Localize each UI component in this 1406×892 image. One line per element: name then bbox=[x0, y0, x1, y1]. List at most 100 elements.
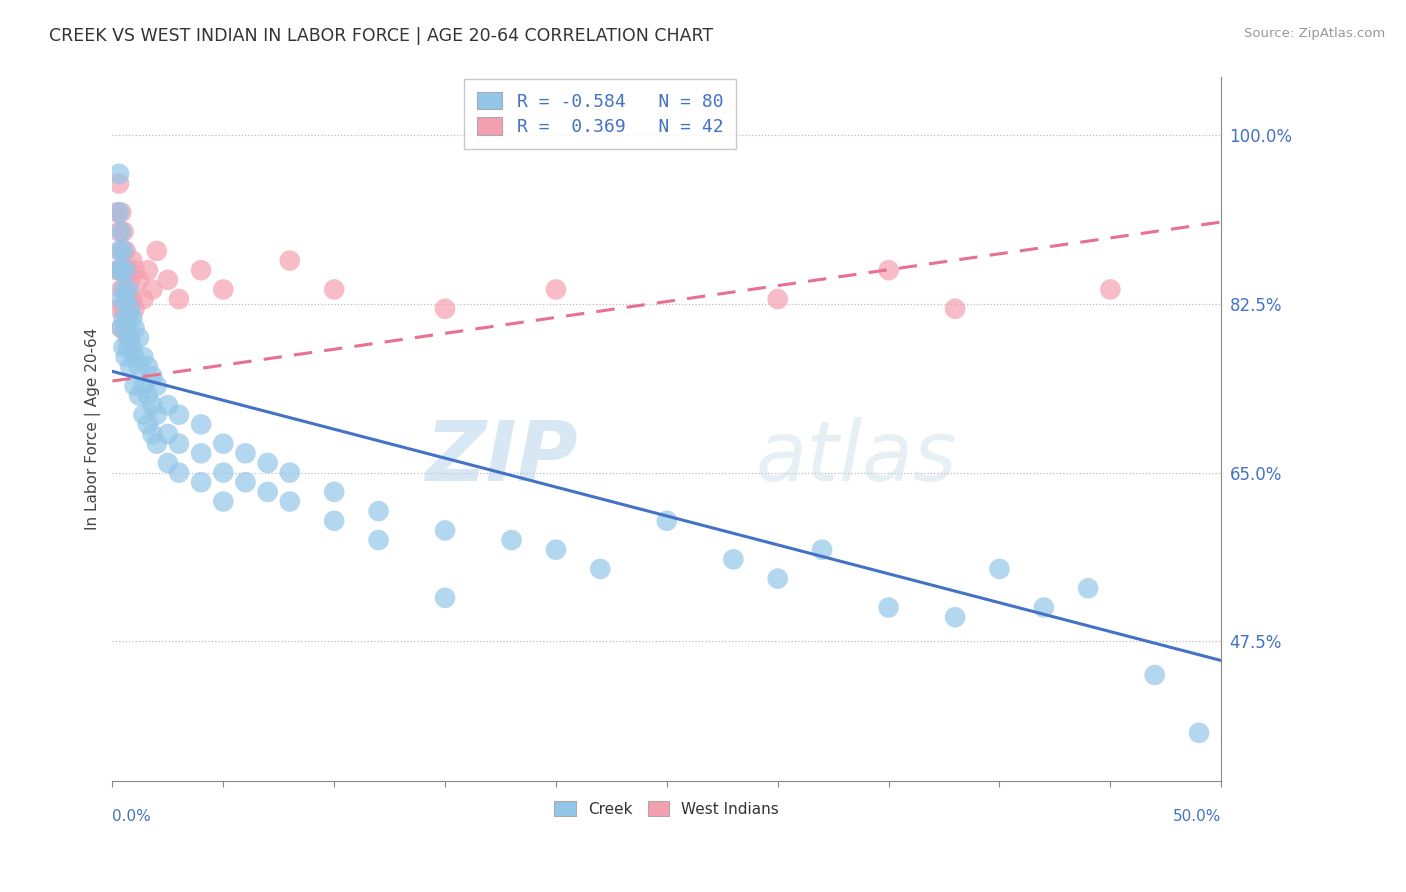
Point bbox=[1077, 581, 1099, 595]
Point bbox=[1032, 600, 1054, 615]
Point bbox=[367, 504, 389, 518]
Point bbox=[723, 552, 745, 566]
Point bbox=[434, 524, 457, 538]
Point bbox=[766, 572, 789, 586]
Y-axis label: In Labor Force | Age 20-64: In Labor Force | Age 20-64 bbox=[86, 328, 101, 531]
Point bbox=[114, 283, 136, 297]
Text: 50.0%: 50.0% bbox=[1173, 809, 1222, 824]
Text: CREEK VS WEST INDIAN IN LABOR FORCE | AGE 20-64 CORRELATION CHART: CREEK VS WEST INDIAN IN LABOR FORCE | AG… bbox=[49, 27, 713, 45]
Point bbox=[108, 167, 131, 181]
Point bbox=[256, 484, 278, 499]
Point bbox=[136, 417, 159, 432]
Point bbox=[121, 253, 143, 268]
Point bbox=[114, 321, 136, 335]
Point bbox=[167, 292, 190, 306]
Point bbox=[132, 292, 155, 306]
Point bbox=[167, 408, 190, 422]
Point bbox=[145, 436, 167, 450]
Point bbox=[501, 533, 523, 547]
Point bbox=[132, 379, 155, 393]
Point bbox=[105, 263, 128, 277]
Point bbox=[110, 205, 132, 219]
Text: Source: ZipAtlas.com: Source: ZipAtlas.com bbox=[1244, 27, 1385, 40]
Point bbox=[136, 388, 159, 402]
Point bbox=[128, 331, 150, 345]
Point bbox=[877, 600, 900, 615]
Text: atlas: atlas bbox=[755, 417, 957, 498]
Point bbox=[766, 292, 789, 306]
Point bbox=[212, 494, 235, 508]
Point bbox=[367, 533, 389, 547]
Point bbox=[988, 562, 1011, 576]
Point bbox=[136, 359, 159, 374]
Point bbox=[110, 225, 132, 239]
Point bbox=[112, 340, 135, 354]
Point bbox=[1099, 283, 1122, 297]
Point bbox=[167, 466, 190, 480]
Point bbox=[235, 446, 257, 460]
Point bbox=[145, 408, 167, 422]
Point bbox=[190, 417, 212, 432]
Point bbox=[112, 301, 135, 316]
Point bbox=[167, 436, 190, 450]
Point bbox=[1188, 726, 1211, 740]
Point bbox=[212, 436, 235, 450]
Point bbox=[117, 331, 139, 345]
Point bbox=[235, 475, 257, 490]
Point bbox=[323, 484, 346, 499]
Point bbox=[117, 311, 139, 326]
Point bbox=[124, 263, 146, 277]
Point bbox=[117, 263, 139, 277]
Point bbox=[132, 350, 155, 364]
Point bbox=[112, 283, 135, 297]
Point bbox=[120, 359, 142, 374]
Point bbox=[124, 321, 146, 335]
Point bbox=[190, 263, 212, 277]
Point bbox=[108, 225, 131, 239]
Point bbox=[114, 263, 136, 277]
Point bbox=[114, 350, 136, 364]
Point bbox=[120, 301, 142, 316]
Point bbox=[108, 244, 131, 258]
Legend: Creek, West Indians: Creek, West Indians bbox=[548, 795, 786, 822]
Point bbox=[108, 263, 131, 277]
Point bbox=[114, 292, 136, 306]
Point bbox=[128, 273, 150, 287]
Point bbox=[1143, 668, 1166, 682]
Point bbox=[114, 321, 136, 335]
Point bbox=[124, 301, 146, 316]
Point bbox=[112, 311, 135, 326]
Text: ZIP: ZIP bbox=[426, 417, 578, 498]
Point bbox=[256, 456, 278, 470]
Point bbox=[190, 475, 212, 490]
Point bbox=[120, 301, 142, 316]
Point bbox=[124, 379, 146, 393]
Point bbox=[112, 225, 135, 239]
Point bbox=[544, 283, 567, 297]
Point bbox=[544, 542, 567, 557]
Point bbox=[112, 244, 135, 258]
Point bbox=[156, 456, 179, 470]
Point bbox=[212, 466, 235, 480]
Point bbox=[110, 321, 132, 335]
Point bbox=[121, 311, 143, 326]
Point bbox=[145, 244, 167, 258]
Point bbox=[117, 283, 139, 297]
Point bbox=[943, 301, 966, 316]
Point bbox=[141, 369, 163, 384]
Point bbox=[141, 427, 163, 442]
Point bbox=[117, 340, 139, 354]
Point bbox=[877, 263, 900, 277]
Point bbox=[190, 446, 212, 460]
Point bbox=[434, 591, 457, 605]
Point bbox=[110, 321, 132, 335]
Point bbox=[156, 398, 179, 412]
Point bbox=[278, 494, 301, 508]
Point bbox=[811, 542, 834, 557]
Point bbox=[136, 263, 159, 277]
Point bbox=[110, 244, 132, 258]
Point bbox=[323, 514, 346, 528]
Point bbox=[212, 283, 235, 297]
Point bbox=[655, 514, 678, 528]
Point bbox=[156, 427, 179, 442]
